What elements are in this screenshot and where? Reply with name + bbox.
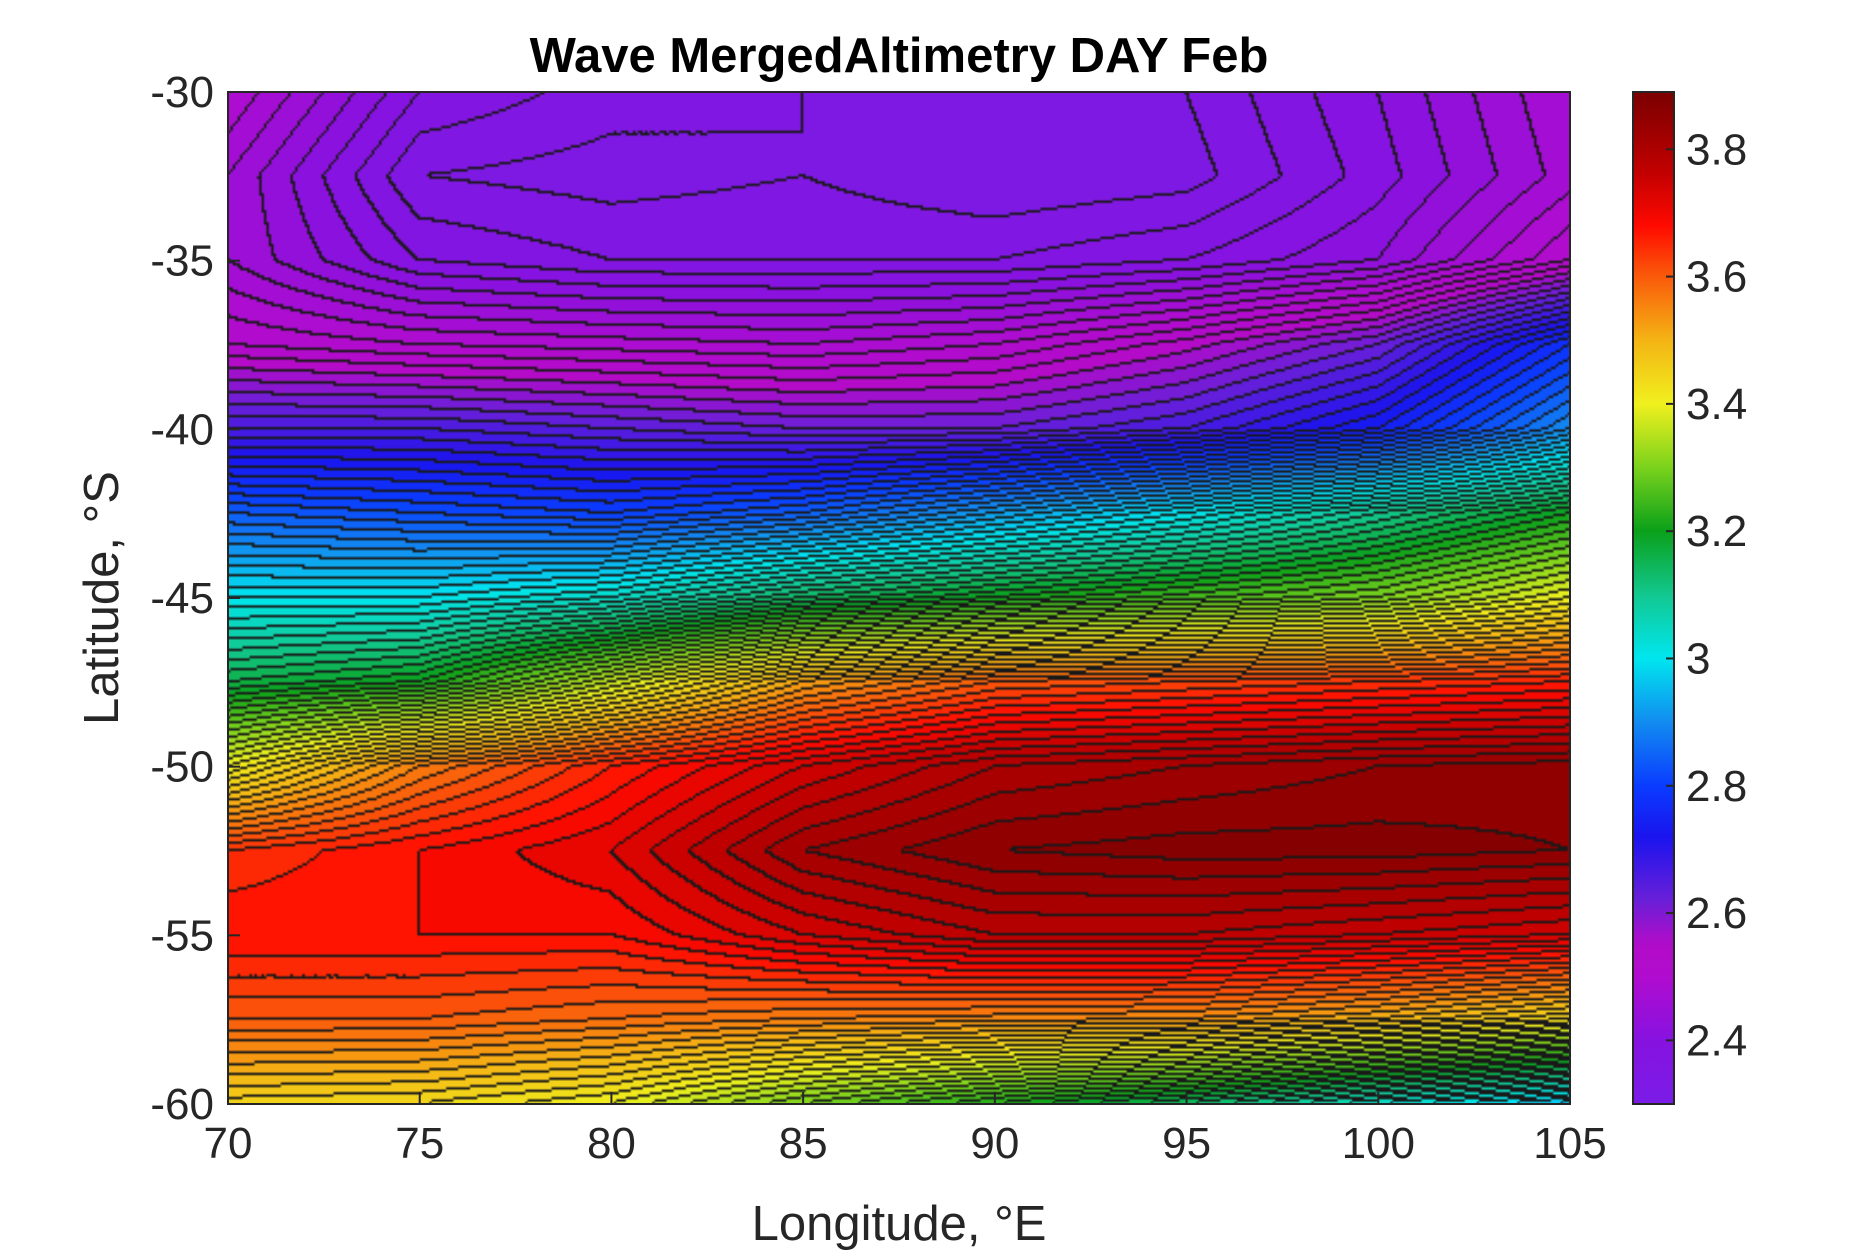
y-tick-label: -35 [150, 237, 214, 286]
y-tick-label: -40 [150, 405, 214, 454]
x-tick-label: 85 [779, 1119, 828, 1168]
x-tick-label: 80 [587, 1119, 636, 1168]
colorbar-tick-label: 3.6 [1686, 253, 1747, 302]
colorbar: 2.4 2.6 2.8 3 3.2 3.4 3.6 3.8 [1632, 91, 1747, 1105]
colorbar-tick-label: 2.8 [1686, 762, 1747, 811]
x-tick-label: 105 [1533, 1119, 1606, 1168]
colorbar-tick-label: 3 [1686, 634, 1710, 683]
y-tick-label: -60 [150, 1080, 214, 1129]
y-tick-label: -50 [150, 743, 214, 792]
chart-title: Wave MergedAltimetry DAY Feb [530, 29, 1269, 83]
colorbar-tick-label: 3.2 [1686, 507, 1747, 556]
y-tick-label: -45 [150, 574, 214, 623]
filled-contour-field [228, 92, 1570, 1104]
colorbar-gradient [1633, 92, 1674, 1104]
x-tick-label: 95 [1162, 1119, 1211, 1168]
y-tick-label: -55 [150, 911, 214, 960]
colorbar-tick-label: 2.6 [1686, 889, 1747, 938]
colorbar-tick-label: 3.4 [1686, 380, 1747, 429]
x-tick-label: 100 [1342, 1119, 1415, 1168]
colorbar-tick-label: 2.4 [1686, 1016, 1747, 1065]
x-tick-label: 70 [204, 1119, 253, 1168]
plot-area [227, 91, 1571, 1105]
y-axis: -30 -35 -40 -45 -50 -55 -60 [150, 68, 240, 1129]
x-tick-label: 90 [970, 1119, 1019, 1168]
colorbar-frame [1632, 91, 1675, 1105]
x-axis: 70 75 80 85 90 95 100 105 [204, 1092, 1607, 1168]
colorbar-tick-label: 3.8 [1686, 125, 1747, 174]
y-tick-label: -30 [150, 68, 214, 117]
colorbar-ticks: 2.4 2.6 2.8 3 3.2 3.4 3.6 3.8 [1666, 125, 1747, 1065]
x-axis-label: Longitude, °E [752, 1197, 1047, 1250]
y-axis-label: Latitude, °S [75, 471, 129, 725]
x-tick-label: 75 [395, 1119, 444, 1168]
